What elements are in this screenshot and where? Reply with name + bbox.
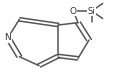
Text: N: N xyxy=(5,33,11,42)
Text: Si: Si xyxy=(87,7,95,16)
Text: O: O xyxy=(69,7,76,16)
